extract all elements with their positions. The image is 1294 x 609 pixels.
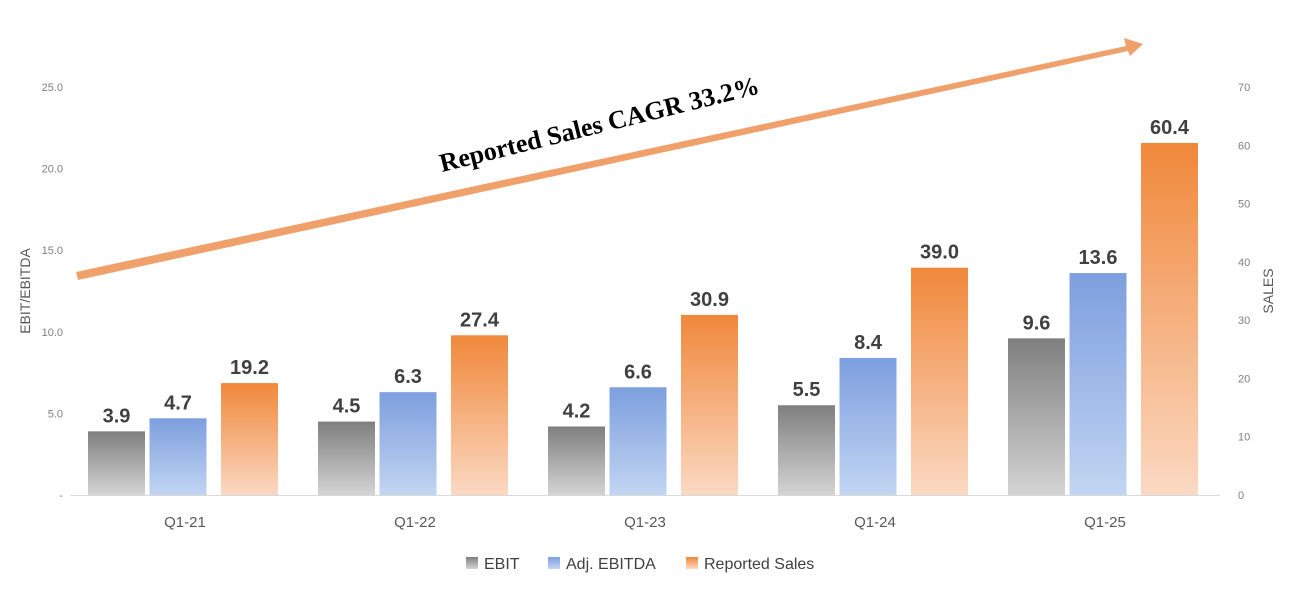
cagr-annotation-value: 33.2% [686, 71, 762, 116]
data-label: 4.7 [164, 392, 192, 414]
right-axis-tick-label: 70 [1238, 82, 1250, 94]
left-axis-tick-label: 20.0 [42, 164, 63, 176]
legend-swatch [466, 557, 478, 569]
bar-ebit-q1-21 [88, 431, 145, 495]
cagr-annotation-label: Reported Sales CAGR [436, 90, 686, 178]
bar-adj-ebitda-q1-22 [379, 392, 437, 495]
data-label: 4.2 [563, 400, 591, 422]
right-axis-tick-label: 0 [1238, 490, 1244, 502]
data-label: 27.4 [460, 309, 500, 331]
bar-reported-sales-q1-24 [911, 267, 968, 495]
data-label: 6.6 [624, 361, 652, 383]
axes: - 5.0 10.0 15.0 20.0 25.0 0 10 20 30 40 50 60 70 EBIT/… [17, 82, 1276, 531]
x-axis-tick-label: Q1-21 [164, 514, 206, 531]
data-label: 3.9 [103, 405, 131, 427]
right-axis-tick-label: 60 [1238, 140, 1250, 152]
right-axis-tick-label: 20 [1238, 373, 1250, 385]
right-axis-tick-label: 10 [1238, 432, 1250, 444]
data-label: 19.2 [230, 357, 269, 379]
data-label: 60.4 [1150, 117, 1190, 139]
bar-adj-ebitda-q1-24 [839, 357, 897, 495]
data-label: 13.6 [1079, 247, 1118, 269]
right-axis-tick-label: 40 [1238, 257, 1250, 269]
right-axis-tick-label: 30 [1238, 315, 1250, 327]
bar-ebit-q1-22 [318, 421, 375, 495]
bar-reported-sales-q1-25 [1141, 142, 1198, 495]
bar-adj-ebitda-q1-23 [609, 387, 667, 495]
legend-swatch [686, 557, 698, 569]
data-label: 4.5 [333, 396, 361, 418]
data-label: 6.3 [394, 366, 422, 388]
legend: EBIT Adj. EBITDA Reported Sales [466, 556, 814, 573]
bar-reported-sales-q1-22 [451, 335, 508, 495]
right-axis-title: SALES [1260, 268, 1276, 313]
bars [88, 142, 1198, 495]
right-axis-tick-label: 50 [1238, 199, 1250, 211]
data-label: 5.5 [793, 379, 821, 401]
legend-label: Reported Sales [704, 556, 814, 573]
cagr-arrow: Reported Sales CAGR33.2% [76, 38, 1143, 280]
legend-label: EBIT [484, 556, 520, 573]
left-axis-tick-label: 25.0 [42, 82, 63, 94]
bar-adj-ebitda-q1-25 [1069, 273, 1127, 495]
bar-ebit-q1-25 [1008, 338, 1065, 495]
x-axis-tick-label: Q1-24 [854, 514, 896, 531]
bar-reported-sales-q1-23 [681, 314, 738, 495]
data-labels: 3.9 4.7 19.2 4.5 6.3 27.4 4.2 6.6 30.9 5.5 8.4 39.0… [103, 117, 1190, 427]
data-label: 8.4 [854, 332, 883, 354]
legend-label: Adj. EBITDA [566, 556, 656, 573]
bar-adj-ebitda-q1-21 [149, 418, 207, 495]
data-label: 9.6 [1023, 312, 1051, 334]
x-axis-tick-label: Q1-25 [1084, 514, 1126, 531]
legend-swatch [548, 557, 560, 569]
cagr-arrow-shape [76, 38, 1143, 280]
x-axis-tick-label: Q1-22 [394, 514, 436, 531]
data-label: 30.9 [690, 289, 729, 311]
left-axis-tick-label: 5.0 [48, 408, 63, 420]
data-label: 39.0 [920, 242, 959, 264]
left-axis-tick-label: - [59, 490, 63, 502]
left-axis-tick-label: 10.0 [42, 327, 63, 339]
left-axis-tick-label: 15.0 [42, 245, 63, 257]
bar-ebit-q1-23 [548, 426, 605, 495]
x-axis-tick-label: Q1-23 [624, 514, 666, 531]
left-axis-title: EBIT/EBITDA [17, 248, 33, 334]
bar-ebit-q1-24 [778, 405, 835, 495]
bar-reported-sales-q1-21 [221, 383, 278, 495]
